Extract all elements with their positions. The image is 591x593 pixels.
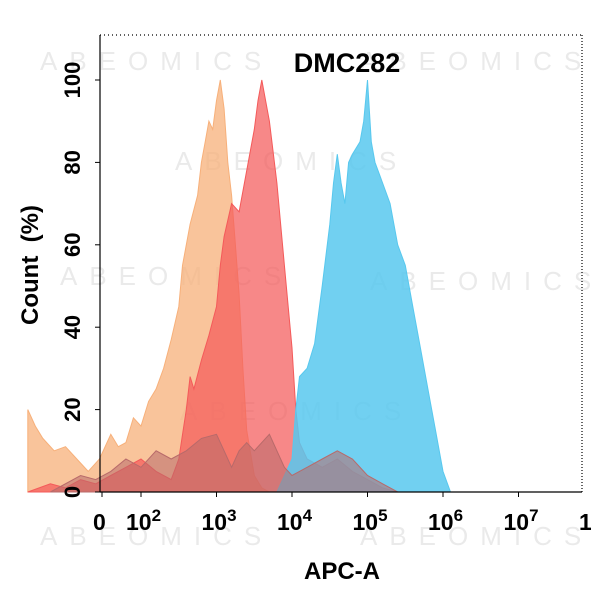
y-tick-label: 100 <box>60 62 85 99</box>
histogram-series-3 <box>50 433 398 493</box>
y-tick-label: 40 <box>60 315 85 339</box>
x-tick-label: 103 <box>202 506 237 535</box>
y-tick-label: 20 <box>60 397 85 421</box>
series-layer <box>27 79 452 493</box>
histogram-series-2 <box>276 79 452 493</box>
tick-labels: 0 102 103 104 105 106 107 108 0 20 40 60 80 100 <box>60 62 591 535</box>
y-tick-label: 80 <box>60 150 85 174</box>
x-axis-title: APC-A <box>304 558 380 585</box>
chart-title: DMC282 <box>294 48 401 78</box>
x-tick-label: 102 <box>126 506 161 535</box>
axes-layer <box>99 34 583 493</box>
y-axis-title: Count (%) <box>17 205 44 325</box>
y-tick-label: 0 <box>60 486 85 498</box>
x-tick-label: 0 <box>93 509 106 535</box>
watermark-text: ABEOMICS <box>360 46 591 76</box>
y-tick-label: 60 <box>60 233 85 257</box>
x-tick-label: 105 <box>353 506 388 535</box>
x-tick-label: 104 <box>277 506 313 535</box>
x-tick-label: 107 <box>504 506 539 535</box>
x-tick-label: 108 <box>579 506 591 535</box>
watermark-text: ABEOMICS <box>360 521 591 551</box>
x-tick-label: 106 <box>428 506 463 535</box>
watermark-text: ABEOMICS <box>40 521 273 551</box>
watermark-text: ABEOMICS <box>40 46 273 76</box>
